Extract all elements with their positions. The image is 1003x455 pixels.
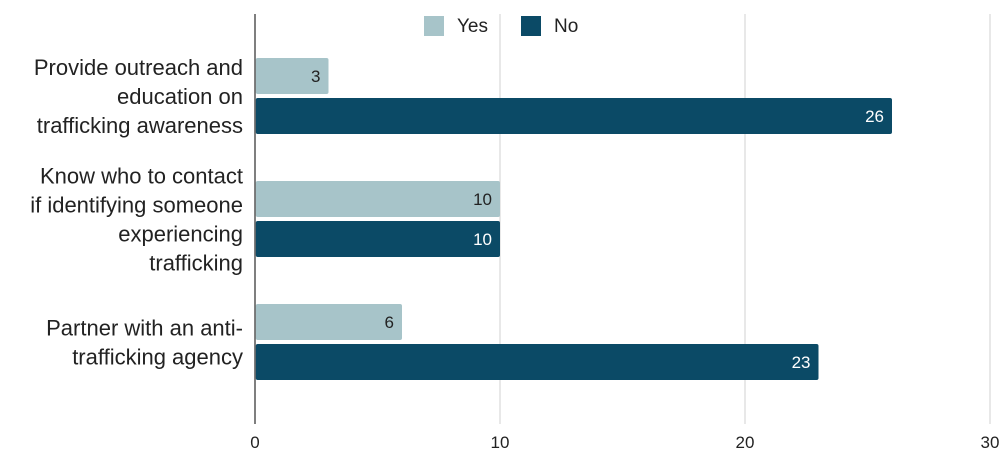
category-label: trafficking <box>149 251 243 276</box>
category-label: Partner with an anti- <box>46 316 243 341</box>
x-tick-label: 0 <box>250 433 259 452</box>
category-labels: Provide outreach and education on traffick… <box>30 55 243 370</box>
category-label: Know who to contact <box>40 164 243 189</box>
data-labels: 3 10 6 26 10 23 <box>311 67 884 372</box>
data-label: 6 <box>385 313 394 332</box>
category-label: if identifying someone <box>30 193 243 218</box>
bar-no <box>255 344 819 380</box>
legend: Yes No <box>424 16 578 37</box>
legend-label-yes: Yes <box>457 16 488 37</box>
category-label: education on <box>117 84 243 109</box>
data-label: 10 <box>473 230 492 249</box>
x-tick-label: 30 <box>981 433 1000 452</box>
legend-label-no: No <box>554 16 578 37</box>
bar-yes <box>255 181 500 217</box>
x-tick-label: 20 <box>736 433 755 452</box>
bar-no <box>255 98 892 134</box>
category-label: trafficking agency <box>72 345 243 370</box>
bar-yes <box>255 58 329 94</box>
legend-swatch-no <box>521 16 541 36</box>
data-label: 10 <box>473 190 492 209</box>
legend-swatch-yes <box>424 16 444 36</box>
data-label: 23 <box>792 353 811 372</box>
bar-no <box>255 221 500 257</box>
x-tick-label: 10 <box>491 433 510 452</box>
bars <box>255 58 892 380</box>
data-label: 3 <box>311 67 320 86</box>
x-tick-labels: 0 10 20 30 <box>250 433 999 452</box>
data-label: 26 <box>865 107 884 126</box>
category-label: trafficking awareness <box>37 113 243 138</box>
bar-yes <box>255 304 402 340</box>
category-label: Provide outreach and <box>34 55 243 80</box>
category-label: experiencing <box>118 222 243 247</box>
